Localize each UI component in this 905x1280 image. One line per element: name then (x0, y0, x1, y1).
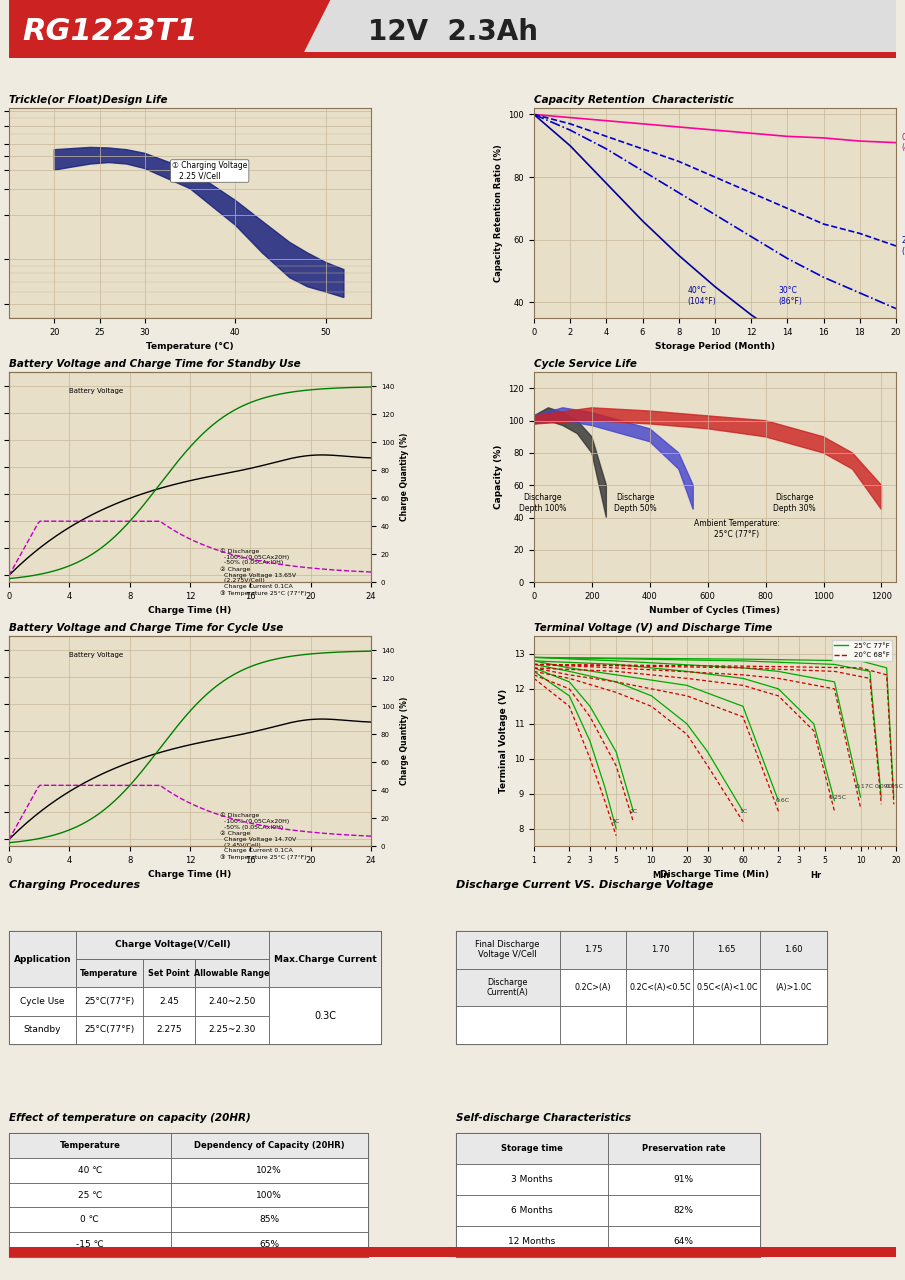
X-axis label: Discharge Time (Min): Discharge Time (Min) (661, 870, 769, 879)
Text: Discharge
Current(A): Discharge Current(A) (487, 978, 529, 997)
Text: Battery Voltage: Battery Voltage (70, 652, 123, 658)
Text: Self-discharge Characteristics: Self-discharge Characteristics (455, 1112, 631, 1123)
Text: 40 ℃: 40 ℃ (78, 1166, 102, 1175)
Text: 0.5C<(A)<1.0C: 0.5C<(A)<1.0C (696, 983, 757, 992)
Text: Dependency of Capacity (20HR): Dependency of Capacity (20HR) (194, 1140, 345, 1149)
Y-axis label: Terminal Voltage (V): Terminal Voltage (V) (499, 689, 508, 794)
Text: Max.Charge Current: Max.Charge Current (273, 955, 376, 964)
Text: 0.25C: 0.25C (828, 795, 846, 800)
Text: Hr: Hr (811, 872, 822, 881)
Text: Temperature: Temperature (81, 969, 138, 978)
Text: 0.6C: 0.6C (776, 799, 789, 804)
Polygon shape (534, 408, 606, 517)
Text: Capacity Retention  Characteristic: Capacity Retention Characteristic (534, 95, 734, 105)
Text: 12V  2.3Ah: 12V 2.3Ah (367, 18, 538, 46)
Text: 3C: 3C (612, 819, 620, 824)
Text: Battery Voltage: Battery Voltage (70, 388, 123, 394)
Text: 3 Months: 3 Months (510, 1175, 552, 1184)
Text: ① Charging Voltage
   2.25 V/Cell: ① Charging Voltage 2.25 V/Cell (172, 161, 247, 180)
Text: Min: Min (652, 872, 670, 881)
Text: Cycle Use: Cycle Use (20, 997, 65, 1006)
Text: 0 ℃: 0 ℃ (81, 1215, 100, 1224)
Text: 91%: 91% (673, 1175, 693, 1184)
Text: 1.70: 1.70 (651, 945, 669, 954)
Text: RG1223T1: RG1223T1 (23, 18, 198, 46)
Y-axis label: Charge Quantity (%): Charge Quantity (%) (400, 698, 409, 786)
X-axis label: Storage Period (Month): Storage Period (Month) (655, 342, 775, 351)
Y-axis label: Capacity (%): Capacity (%) (494, 445, 503, 509)
Y-axis label: Charge Quantity (%): Charge Quantity (%) (400, 433, 409, 521)
Polygon shape (534, 408, 693, 509)
Text: 25°C(77°F): 25°C(77°F) (84, 1025, 135, 1034)
Text: Discharge
Depth 100%: Discharge Depth 100% (519, 493, 567, 513)
Text: 2.40~2.50: 2.40~2.50 (208, 997, 256, 1006)
Text: Storage time: Storage time (500, 1144, 563, 1153)
Legend: 25°C 77°F, 20°C 68°F: 25°C 77°F, 20°C 68°F (832, 640, 892, 660)
X-axis label: Charge Time (H): Charge Time (H) (148, 607, 232, 616)
Text: 2.25~2.30: 2.25~2.30 (208, 1025, 256, 1034)
Text: 2.45: 2.45 (159, 997, 179, 1006)
Text: 0.2C>(A): 0.2C>(A) (575, 983, 612, 992)
Text: 85%: 85% (259, 1215, 280, 1224)
Text: 82%: 82% (673, 1206, 693, 1215)
Text: Temperature: Temperature (60, 1140, 120, 1149)
Text: Effect of temperature on capacity (20HR): Effect of temperature on capacity (20HR) (9, 1112, 251, 1123)
Text: Terminal Voltage (V) and Discharge Time: Terminal Voltage (V) and Discharge Time (534, 623, 772, 632)
Text: 100%: 100% (256, 1190, 282, 1199)
X-axis label: Number of Cycles (Times): Number of Cycles (Times) (650, 607, 780, 616)
Text: 0.09C: 0.09C (875, 785, 893, 790)
Text: Discharge Current VS. Discharge Voltage: Discharge Current VS. Discharge Voltage (455, 881, 713, 891)
Text: -15 ℃: -15 ℃ (76, 1240, 104, 1249)
Text: Battery Voltage and Charge Time for Standby Use: Battery Voltage and Charge Time for Stan… (9, 358, 300, 369)
Text: 64%: 64% (673, 1236, 693, 1245)
Text: 1.60: 1.60 (785, 945, 803, 954)
Polygon shape (534, 408, 881, 509)
Text: 0.17C: 0.17C (855, 785, 873, 790)
Text: Discharge
Depth 50%: Discharge Depth 50% (614, 493, 657, 513)
Text: 0°C
(41°F): 0°C (41°F) (901, 133, 905, 152)
X-axis label: Temperature (°C): Temperature (°C) (147, 342, 233, 351)
Text: Allowable Range: Allowable Range (195, 969, 270, 978)
Text: ① Discharge
  -100% (0.05CAx20H)
  -50% (0.05CAxI0H)
② Charge
  Charge Voltage 1: ① Discharge -100% (0.05CAx20H) -50% (0.0… (220, 548, 307, 595)
Text: (A)>1.0C: (A)>1.0C (776, 983, 812, 992)
Text: Charging Procedures: Charging Procedures (9, 881, 140, 891)
Text: 2.275: 2.275 (156, 1025, 182, 1034)
Text: Application: Application (14, 955, 71, 964)
Text: Battery Voltage and Charge Time for Cycle Use: Battery Voltage and Charge Time for Cycl… (9, 623, 283, 632)
Text: 25°C(77°F): 25°C(77°F) (84, 997, 135, 1006)
Text: 1.65: 1.65 (718, 945, 736, 954)
Text: Preservation rate: Preservation rate (642, 1144, 726, 1153)
Text: Set Point: Set Point (148, 969, 190, 978)
Text: 40°C
(104°F): 40°C (104°F) (688, 287, 717, 306)
Polygon shape (54, 147, 344, 297)
Text: 0.2C<(A)<0.5C: 0.2C<(A)<0.5C (629, 983, 691, 992)
Text: 30°C
(86°F): 30°C (86°F) (778, 287, 802, 306)
Text: Charge Voltage(V/Cell): Charge Voltage(V/Cell) (115, 941, 231, 950)
Text: ① Discharge
  -100% (0.05CAx20H)
  -50% (0.05CAxI0H)
② Charge
  Charge Voltage 1: ① Discharge -100% (0.05CAx20H) -50% (0.0… (220, 813, 307, 860)
Text: 1.75: 1.75 (584, 945, 603, 954)
Y-axis label: Capacity Retention Ratio (%): Capacity Retention Ratio (%) (494, 145, 503, 282)
Text: Final Discharge
Voltage V/Cell: Final Discharge Voltage V/Cell (475, 940, 539, 959)
Text: 6 Months: 6 Months (510, 1206, 552, 1215)
Text: Cycle Service Life: Cycle Service Life (534, 358, 637, 369)
Text: 25°C
(77°F): 25°C (77°F) (901, 237, 905, 256)
X-axis label: Charge Time (H): Charge Time (H) (148, 870, 232, 879)
Text: 0.05C: 0.05C (886, 785, 904, 790)
Text: 12 Months: 12 Months (508, 1236, 555, 1245)
Text: 25 ℃: 25 ℃ (78, 1190, 102, 1199)
Text: 102%: 102% (256, 1166, 282, 1175)
Text: Trickle(or Float)Design Life: Trickle(or Float)Design Life (9, 95, 167, 105)
Text: Discharge
Depth 30%: Discharge Depth 30% (773, 493, 816, 513)
Text: 2C: 2C (629, 809, 637, 814)
Text: 0.3C: 0.3C (314, 1011, 336, 1020)
Text: Ambient Temperature:
25°C (77°F): Ambient Temperature: 25°C (77°F) (694, 520, 779, 539)
Text: 1C: 1C (738, 809, 748, 814)
Text: Standby: Standby (24, 1025, 62, 1034)
Text: 65%: 65% (259, 1240, 280, 1249)
